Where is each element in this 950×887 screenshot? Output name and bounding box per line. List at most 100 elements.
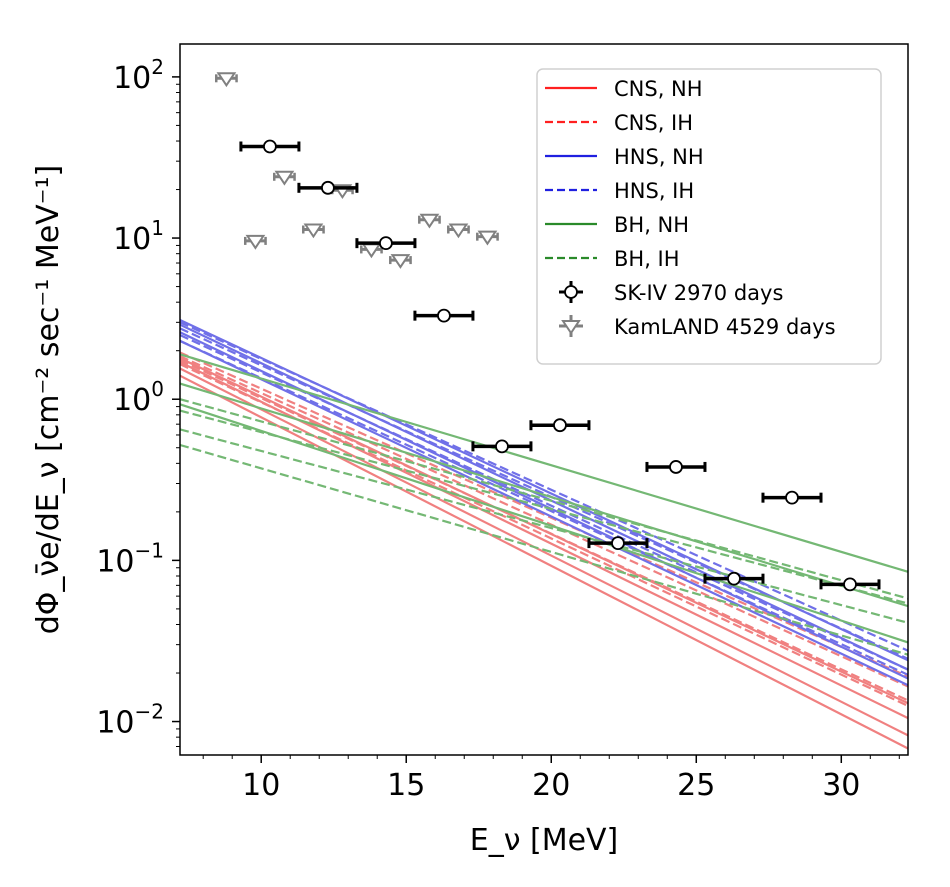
series-line-cns-solid-2 bbox=[180, 367, 908, 737]
sk-iv-marker-1 bbox=[321, 180, 335, 195]
y-tick-label-2: 100 bbox=[113, 377, 164, 418]
series-line-cns-solid-0 bbox=[180, 357, 908, 705]
series-line-hns-solid-11 bbox=[180, 339, 908, 687]
kamland-marker-8 bbox=[448, 223, 469, 239]
series-line-hns-dashed-15 bbox=[180, 339, 908, 676]
x-tick-label-1: 15 bbox=[387, 768, 425, 803]
sk-iv-point-3 bbox=[413, 308, 475, 323]
x-tick-label-2: 20 bbox=[532, 768, 570, 803]
series-line-hns-dashed-14 bbox=[180, 334, 908, 671]
legend-handle-kamland bbox=[561, 320, 581, 335]
legend-label-hns-ih: HNS, IH bbox=[614, 179, 694, 203]
y-tick-label-4: 102 bbox=[113, 55, 164, 96]
legend-entry-sk-iv: SK-IV 2970 days bbox=[559, 281, 783, 305]
series-line-cns-solid-3 bbox=[180, 374, 908, 750]
y-tick-exp-1: −1 bbox=[135, 538, 164, 562]
series-line-bh-dashed-21 bbox=[180, 428, 908, 624]
series-line-bh-solid-18 bbox=[180, 403, 908, 644]
sk-iv-point-7 bbox=[645, 460, 707, 474]
legend: CNS, NH CNS, IH HNS, NH HNS, IH BH, NH BH, IH… bbox=[536, 68, 882, 365]
y-tick-exp-4: 2 bbox=[151, 55, 164, 79]
kamland-marker-3 bbox=[303, 223, 324, 239]
kamland-point-5 bbox=[360, 243, 383, 259]
legend-entry-cns-ih: CNS, IH bbox=[545, 111, 693, 135]
kamland-point-2 bbox=[273, 170, 296, 186]
legend-label-hns-nh: HNS, NH bbox=[614, 145, 704, 169]
series-line-cns-dashed-7 bbox=[180, 363, 908, 707]
sk-iv-point-10 bbox=[819, 577, 881, 592]
series-line-cns-dashed-4 bbox=[180, 351, 908, 678]
sk-iv-marker-0 bbox=[263, 139, 277, 154]
series-line-cns-dashed-5 bbox=[180, 355, 908, 688]
legend-label-bh-ih: BH, IH bbox=[614, 247, 680, 271]
y-tick-exp-0: −2 bbox=[135, 700, 164, 724]
y-tick-exp-2: 0 bbox=[151, 377, 164, 401]
kamland-marker-2 bbox=[274, 170, 295, 186]
kamland-point-9 bbox=[476, 230, 499, 246]
sk-iv-marker-5 bbox=[553, 418, 567, 433]
series-line-hns-dashed-12 bbox=[180, 321, 908, 652]
legend-label-sk-iv: SK-IV 2970 days bbox=[614, 281, 783, 305]
series-line-bh-solid-16 bbox=[180, 353, 908, 573]
sk-iv-marker-3 bbox=[437, 308, 451, 323]
kamland-point-7 bbox=[418, 213, 441, 229]
y-tick-base-2: 10 bbox=[113, 383, 151, 418]
kamland-marker-9 bbox=[477, 230, 498, 246]
y-tick-base-3: 10 bbox=[113, 222, 151, 257]
y-tick-label-3: 101 bbox=[113, 216, 164, 257]
sk-iv-point-6 bbox=[587, 536, 649, 551]
sk-iv-marker-10 bbox=[843, 577, 857, 592]
legend-entry-hns-ih: HNS, IH bbox=[545, 179, 694, 203]
legend-handle-sk-iv bbox=[564, 285, 578, 299]
y-tick-label-1: 10−1 bbox=[96, 538, 164, 579]
series-line-bh-dashed-22 bbox=[180, 443, 908, 656]
series-line-hns-solid-9 bbox=[180, 323, 908, 671]
x-tick-label-0: 10 bbox=[242, 768, 280, 803]
sk-iv-marker-9 bbox=[785, 490, 799, 505]
series-line-bh-dashed-20 bbox=[180, 409, 908, 605]
series-line-bh-dashed-19 bbox=[180, 398, 908, 600]
kamland-point-6 bbox=[389, 254, 412, 269]
kamland-marker-7 bbox=[419, 213, 440, 229]
legend-entry-bh-nh: BH, NH bbox=[545, 213, 689, 237]
x-tick-label-4: 30 bbox=[822, 768, 860, 803]
legend-box bbox=[536, 68, 882, 365]
legend-entry-kamland: KamLAND 4529 days bbox=[559, 315, 836, 339]
sk-iv-point-4 bbox=[471, 439, 533, 454]
data-points bbox=[215, 72, 881, 592]
sk-iv-point-0 bbox=[239, 139, 301, 154]
y-tick-base-4: 10 bbox=[113, 61, 151, 96]
sk-iv-marker-6 bbox=[611, 536, 625, 551]
legend-label-kamland: KamLAND 4529 days bbox=[614, 315, 836, 339]
sk-iv-marker-7 bbox=[669, 460, 683, 474]
sk-iv-point-2 bbox=[355, 236, 417, 251]
kamland-marker-1 bbox=[245, 234, 266, 250]
series-line-bh-solid-17 bbox=[180, 382, 908, 608]
sk-iv-marker-2 bbox=[379, 236, 393, 251]
legend-entry-bh-ih: BH, IH bbox=[545, 247, 680, 271]
legend-label-cns-nh: CNS, NH bbox=[614, 77, 703, 101]
legend-entry-cns-nh: CNS, NH bbox=[545, 77, 703, 101]
x-tick-label-3: 25 bbox=[677, 768, 715, 803]
sk-iv-marker-4 bbox=[495, 439, 509, 454]
kamland-point-1 bbox=[244, 234, 267, 250]
legend-label-cns-ih: CNS, IH bbox=[614, 111, 693, 135]
sk-iv-point-9 bbox=[761, 490, 823, 505]
kamland-marker-0 bbox=[216, 72, 237, 88]
kamland-point-3 bbox=[302, 223, 325, 239]
y-axis-label: dΦ_ν̄e/dE_ν [cm⁻² sec⁻¹ MeV⁻¹] bbox=[31, 165, 66, 635]
y-tick-exp-3: 1 bbox=[151, 216, 164, 240]
sk-iv-point-5 bbox=[529, 418, 591, 433]
y-tick-label-0: 10−2 bbox=[96, 700, 164, 741]
y-tick-base-1: 10 bbox=[96, 544, 134, 579]
series-line-cns-dashed-6 bbox=[180, 359, 908, 702]
y-tick-base-0: 10 bbox=[96, 706, 134, 741]
sk-iv-point-8 bbox=[703, 571, 765, 586]
sk-iv-point-1 bbox=[297, 180, 359, 195]
kamland-point-0 bbox=[215, 72, 238, 88]
legend-label-bh-nh: BH, NH bbox=[614, 213, 689, 237]
kamland-point-8 bbox=[447, 223, 470, 239]
